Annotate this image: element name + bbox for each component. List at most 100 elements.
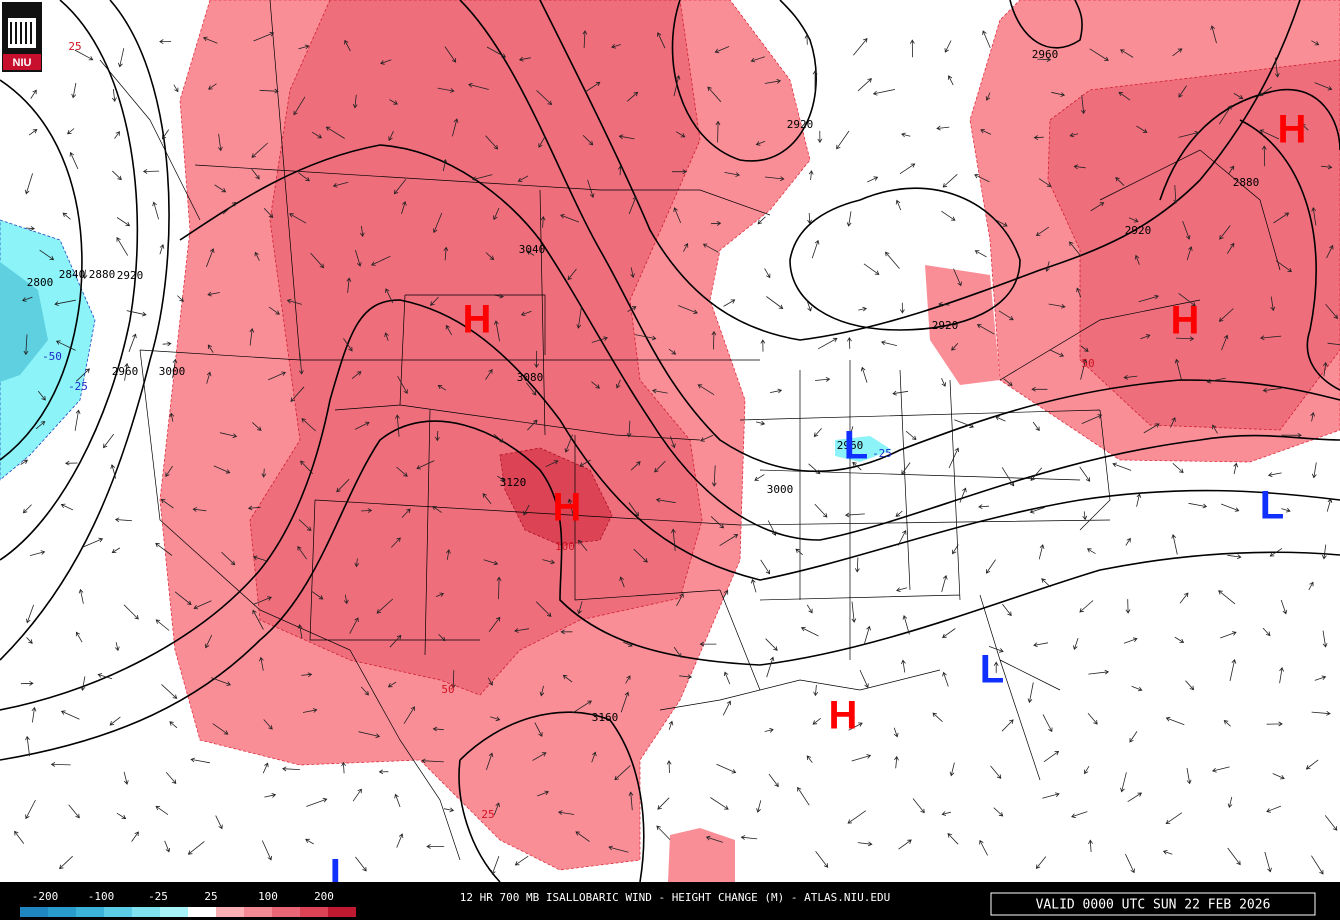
wind-arrow bbox=[74, 409, 81, 431]
wind-arrow bbox=[1120, 772, 1127, 793]
contour-label: 2960 bbox=[837, 439, 864, 452]
wind-arrow bbox=[711, 465, 717, 487]
wind-arrow bbox=[1031, 386, 1048, 392]
wind-arrow bbox=[103, 433, 115, 449]
wind-arrow bbox=[577, 601, 583, 615]
rise-25 bbox=[925, 265, 1000, 385]
wind-arrow bbox=[1033, 642, 1049, 648]
wind-arrow bbox=[396, 466, 408, 477]
labels: 2960 2920 3040 3080 3120 3000 2960 3000 3160 2840… bbox=[27, 40, 1307, 896]
wind-arrow bbox=[630, 267, 635, 279]
wind-arrow bbox=[901, 462, 911, 475]
wind-arrow bbox=[1069, 132, 1079, 138]
wind-arrow bbox=[358, 731, 381, 739]
wind-arrow bbox=[764, 176, 785, 182]
wind-arrow bbox=[1267, 472, 1282, 478]
wind-arrow bbox=[26, 604, 34, 624]
wind-arrow bbox=[715, 120, 721, 143]
wind-arrow bbox=[293, 96, 306, 116]
wind-arrow bbox=[380, 59, 392, 65]
wind-arrow bbox=[1174, 358, 1182, 380]
wind-arrow bbox=[1087, 713, 1098, 725]
wind-arrow bbox=[193, 600, 212, 610]
wind-arrow bbox=[1321, 544, 1327, 560]
wind-arrow bbox=[633, 548, 648, 563]
wind-arrow bbox=[492, 293, 504, 299]
wind-arrow bbox=[1115, 177, 1125, 186]
wind-arrow bbox=[1084, 765, 1090, 775]
wind-arrow bbox=[494, 320, 500, 342]
colorbar-swatch bbox=[188, 907, 216, 917]
wind-arrow bbox=[452, 118, 459, 137]
wind-arrow bbox=[893, 727, 899, 738]
wind-arrow bbox=[716, 763, 737, 774]
wind-arrow bbox=[25, 799, 36, 820]
wind-arrow bbox=[1175, 336, 1195, 342]
wind-arrow bbox=[306, 797, 328, 807]
wind-arrow bbox=[797, 786, 810, 806]
wind-arrow bbox=[1186, 246, 1193, 261]
wind-arrow bbox=[445, 549, 451, 560]
wind-arrow bbox=[486, 752, 494, 771]
wind-arrow bbox=[560, 214, 580, 223]
change-label: -50 bbox=[42, 350, 62, 363]
wind-arrow bbox=[111, 89, 117, 102]
colorbar-swatch bbox=[104, 907, 132, 917]
wind-arrow bbox=[421, 758, 444, 764]
wind-arrow bbox=[1279, 667, 1284, 684]
wind-arrow bbox=[756, 800, 762, 813]
wind-arrow bbox=[851, 754, 872, 762]
wind-arrow bbox=[901, 132, 911, 138]
wind-arrow bbox=[795, 548, 803, 556]
wind-arrow bbox=[527, 419, 538, 431]
wind-arrow bbox=[1273, 212, 1290, 224]
wind-arrow bbox=[155, 542, 173, 556]
wind-arrow bbox=[1229, 659, 1237, 682]
wind-arrow bbox=[20, 459, 29, 465]
wind-arrow bbox=[1081, 414, 1103, 424]
wind-arrow bbox=[668, 720, 674, 730]
wind-arrow bbox=[705, 835, 724, 843]
wind-arrow bbox=[435, 430, 440, 442]
wind-arrow bbox=[50, 762, 71, 767]
wind-arrow bbox=[723, 299, 736, 307]
wind-arrow bbox=[764, 79, 782, 84]
wind-arrow bbox=[683, 243, 689, 252]
wind-arrow bbox=[814, 377, 831, 382]
wind-arrow bbox=[1218, 308, 1234, 322]
wind-arrow bbox=[699, 641, 717, 647]
pressure-center: H bbox=[1278, 108, 1307, 152]
wind-arrow bbox=[974, 174, 990, 183]
wind-arrow bbox=[213, 465, 231, 474]
wind-arrow bbox=[1076, 287, 1082, 298]
wind-arrow bbox=[953, 268, 962, 287]
wind-arrow bbox=[252, 422, 262, 431]
wind-arrow bbox=[162, 341, 172, 347]
fall-25 bbox=[835, 436, 892, 462]
change-label: -25 bbox=[872, 447, 892, 460]
wind-arrow bbox=[1003, 378, 1013, 386]
wind-arrow bbox=[1311, 207, 1317, 226]
wind-arrow bbox=[813, 428, 822, 438]
wind-arrow bbox=[1188, 502, 1208, 509]
pressure-center: L bbox=[844, 424, 868, 468]
valid-box bbox=[990, 892, 1316, 916]
wind-arrow bbox=[1305, 759, 1319, 770]
wind-arrow bbox=[611, 44, 621, 49]
wind-arrow bbox=[898, 839, 912, 850]
wind-arrow bbox=[534, 722, 543, 737]
wind-arrow bbox=[655, 497, 676, 504]
wind-arrow bbox=[815, 850, 829, 868]
wind-arrow bbox=[26, 637, 33, 644]
wind-arrow bbox=[740, 835, 758, 840]
wind-arrow bbox=[114, 131, 120, 139]
wind-arrow bbox=[932, 712, 943, 722]
wind-arrow bbox=[1310, 411, 1316, 422]
rise-50 bbox=[249, 0, 703, 696]
wind-arrow bbox=[1134, 254, 1140, 265]
pressure-center: H bbox=[829, 694, 858, 738]
contour-label: 2960 bbox=[112, 365, 139, 378]
wind-arrow bbox=[1173, 184, 1179, 204]
wind-arrow bbox=[59, 855, 73, 870]
wind-arrow bbox=[445, 324, 453, 336]
